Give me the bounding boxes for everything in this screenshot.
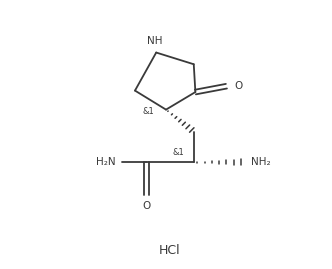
Text: HCl: HCl (158, 244, 180, 257)
Text: NH₂: NH₂ (251, 157, 271, 167)
Text: H₂N: H₂N (96, 157, 116, 167)
Text: O: O (142, 201, 150, 211)
Text: &1: &1 (143, 107, 155, 116)
Text: &1: &1 (173, 148, 185, 157)
Text: NH: NH (147, 36, 162, 46)
Text: O: O (234, 81, 243, 91)
